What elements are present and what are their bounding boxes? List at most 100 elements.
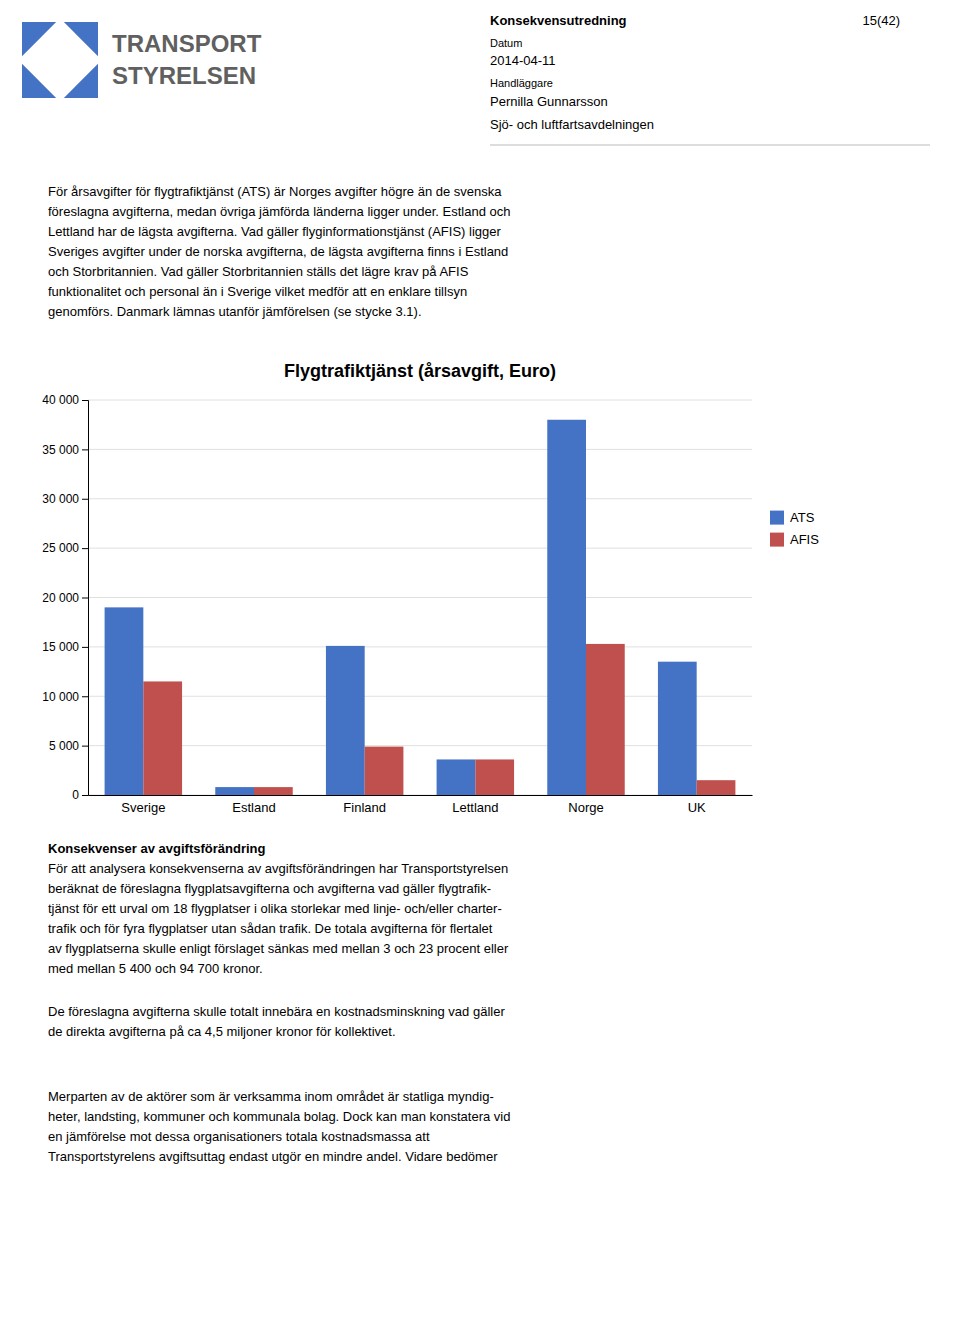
y-tick-label: 5 000 [49, 739, 79, 753]
x-tick: Sverige [121, 800, 165, 815]
y-tick-label: 40 000 [42, 393, 79, 407]
grid-line [88, 400, 752, 401]
section-line: tjänst för ett urval om 18 flygplatser i… [48, 901, 502, 916]
logo [22, 22, 98, 98]
header-label: Datum [490, 37, 522, 49]
y-tick-label: 0 [72, 788, 79, 802]
bar [475, 759, 514, 795]
axis-domain [89, 795, 753, 796]
header-separator [490, 145, 930, 146]
y-tick-mark [82, 647, 88, 648]
bar [547, 420, 586, 795]
y-tick-mark [82, 696, 88, 697]
section-line: beräknat de föreslagna flygplatsavgifter… [48, 881, 491, 896]
section-line: Merparten av de aktörer som är verksamma… [48, 1089, 494, 1104]
logo-text: TRANSPORT [112, 30, 262, 57]
x-tick: Finland [343, 800, 386, 815]
section-line: De föreslagna avgifterna skulle totalt i… [48, 1004, 505, 1019]
section-line: en jämförelse mot dessa organisationers … [48, 1129, 430, 1144]
header: TRANSPORT STYRELSEN Konsekvensutredning 15(… [22, 13, 930, 145]
grid-line [88, 597, 752, 598]
x-tick-label: Lettland [452, 800, 498, 815]
y-tick: 15 000 [42, 640, 88, 654]
body-line: Lettland har de lägsta avgifterna. Vad g… [48, 224, 502, 239]
body-line: genomförs. Danmark lämnas utanför jämför… [48, 304, 422, 319]
page: TRANSPORT STYRELSEN Konsekvensutredning 15(… [0, 0, 960, 1330]
section-line: med mellan 5 400 och 94 700 kronor. [48, 961, 263, 976]
y-tick-label: 20 000 [42, 591, 79, 605]
y-tick-label: 35 000 [42, 443, 79, 457]
grid-line [88, 745, 752, 746]
y-tick-mark [82, 548, 88, 549]
bar [586, 644, 625, 795]
x-tick-label: Finland [343, 800, 386, 815]
body-line: föreslagna avgifterna, medan övriga jämf… [48, 204, 511, 219]
section-line: För att analysera konsekvenserna av avgi… [48, 861, 508, 876]
y-tick: 40 000 [42, 393, 88, 407]
legend-swatch [770, 511, 784, 525]
y-axis: 0 5 000 10 000 15 000 20 000 25 000 30 000 35 0… [42, 393, 88, 802]
y-tick-mark [82, 499, 88, 500]
logo-text: STYRELSEN [112, 62, 256, 89]
x-tick: Norge [568, 800, 603, 815]
bars [105, 420, 736, 795]
y-tick-label: 15 000 [42, 640, 79, 654]
bar [254, 787, 293, 795]
header-value: Sjö- och luftfartsavdelningen [490, 117, 654, 132]
bar [437, 759, 476, 795]
legend-item: AFIS [770, 532, 819, 547]
bar [697, 780, 736, 795]
chart: Flygtrafiktjänst (årsavgift, Euro) 0 5 000… [42, 361, 819, 815]
header-page: 15(42) [862, 13, 900, 28]
section-line: trafik och för fyra flygplatser utan såd… [48, 921, 493, 936]
section-line: heter, landsting, kommuner och kommunala… [48, 1109, 510, 1124]
logo-triangle [22, 22, 56, 56]
y-tick-mark [82, 746, 88, 747]
section-line: de direkta avgifterna på ca 4,5 miljoner… [48, 1024, 396, 1039]
grid-line [88, 548, 752, 549]
legend-label: AFIS [790, 532, 819, 547]
body-line: och Storbritannien. Vad gäller Storbrita… [48, 264, 469, 279]
header-value: 2014-04-11 [490, 53, 556, 68]
y-tick-mark [82, 598, 88, 599]
y-tick: 20 000 [42, 591, 88, 605]
y-tick: 30 000 [42, 492, 88, 506]
legend-swatch [770, 533, 784, 547]
bar [105, 607, 144, 795]
grid-line [88, 498, 752, 499]
body-line: För årsavgifter för flygtrafiktjänst (AT… [48, 184, 502, 199]
x-tick-label: Sverige [121, 800, 165, 815]
y-tick: 35 000 [42, 443, 88, 457]
x-tick: UK [688, 800, 706, 815]
x-axis: SverigeEstlandFinlandLettlandNorgeUK [89, 796, 753, 816]
bar [365, 747, 404, 795]
legend-label: ATS [790, 510, 815, 525]
y-tick: 10 000 [42, 690, 88, 704]
y-tick-label: 25 000 [42, 541, 79, 555]
grid-line [88, 646, 752, 647]
header-doc-type: Konsekvensutredning [490, 13, 627, 28]
section-heading: Konsekvenser av avgiftsförändring [48, 841, 266, 856]
sections: Konsekvenser av avgiftsförändring För att… [48, 841, 510, 1164]
legend: ATS AFIS [770, 510, 819, 547]
bar-series [105, 420, 697, 795]
x-tick: Lettland [452, 800, 498, 815]
y-tick-mark [82, 449, 88, 450]
header-label: Handläggare [490, 77, 553, 89]
grid-line [88, 795, 752, 796]
y-tick: 25 000 [42, 541, 88, 555]
logo-triangle [64, 64, 98, 98]
bar [143, 681, 182, 795]
logo-triangle [64, 22, 98, 56]
legend-item: ATS [770, 510, 815, 525]
x-tick-label: Norge [568, 800, 603, 815]
y-tick-mark [82, 795, 88, 796]
body-line: funktionalitet och personal än i Sverige… [48, 284, 467, 299]
body-line: Sveriges avgifter under de norska avgift… [48, 244, 508, 259]
chart-title: Flygtrafiktjänst (årsavgift, Euro) [284, 361, 556, 381]
bar [215, 787, 254, 795]
bar-series [143, 644, 735, 795]
y-tick-label: 10 000 [42, 690, 79, 704]
grid [88, 400, 752, 795]
y-tick: 5 000 [49, 739, 88, 753]
